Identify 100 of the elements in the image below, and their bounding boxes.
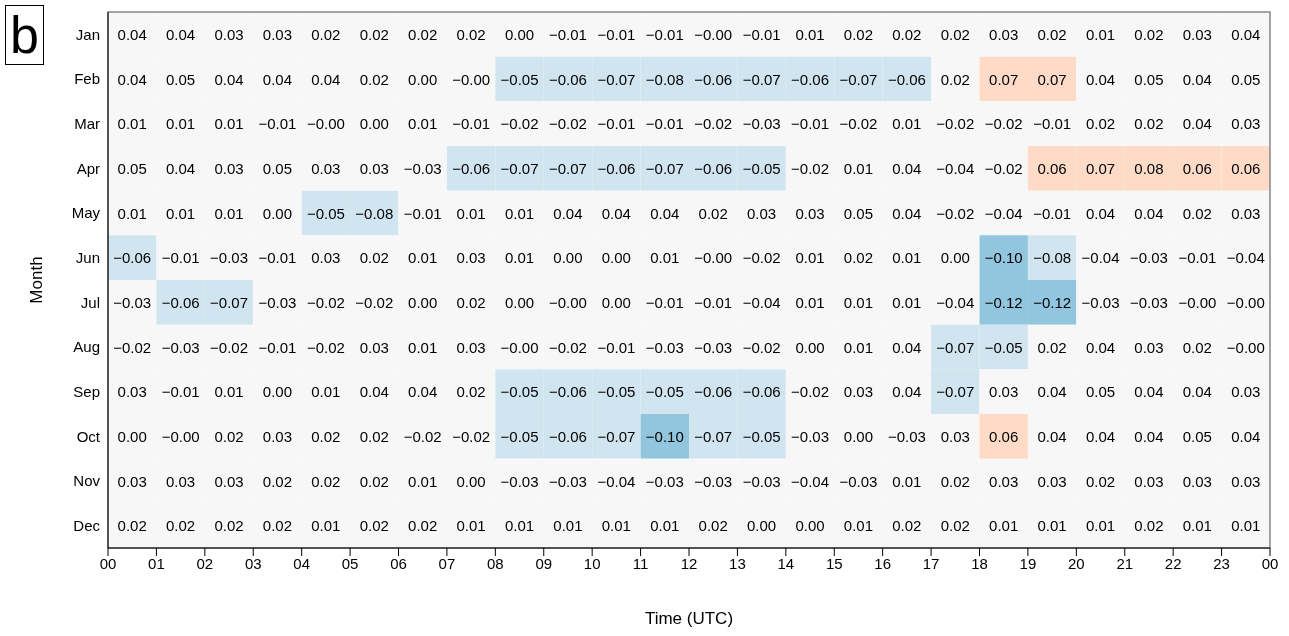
data-label: 0.01 [843,159,874,177]
data-label: 0.02 [166,517,196,535]
x-tick-label: 21 [1116,554,1134,572]
data-label: 0.03 [456,338,486,356]
data-label: 0.04 [553,204,583,222]
y-tick-label: Sep [73,382,100,400]
data-label: 0.00 [843,427,874,445]
data-label: 0.01 [408,249,438,267]
data-label: 0.01 [311,383,341,401]
data-label: 0.03 [747,204,777,222]
data-label: 0.00 [408,70,438,88]
data-label: −0.06 [161,293,200,311]
data-label: 0.05 [166,70,196,88]
data-label: 0.01 [456,517,486,535]
data-label: 0.02 [1134,517,1164,535]
data-label: 0.04 [1231,427,1261,445]
data-label: 0.03 [1231,383,1261,401]
data-label: 0.03 [989,472,1019,490]
data-label: 0.01 [408,472,438,490]
data-label: −0.01 [258,249,297,267]
data-label: −0.01 [597,25,636,43]
data-label: 0.00 [601,249,631,267]
data-label: −0.02 [936,204,975,222]
data-label: −0.02 [355,293,394,311]
data-label: −0.03 [210,249,249,267]
data-label: 0.03 [166,472,196,490]
data-label: 0.04 [1182,383,1212,401]
data-label: 0.01 [311,517,341,535]
y-tick-label: Jun [75,248,100,266]
data-label: −0.07 [936,383,975,401]
data-label: −0.05 [984,338,1023,356]
data-label: 0.03 [456,249,486,267]
data-label: −0.06 [548,70,587,88]
data-label: 0.02 [359,427,389,445]
data-label: 0.04 [1182,70,1212,88]
data-label: 0.02 [698,517,728,535]
data-label: 0.02 [456,293,486,311]
data-label: −0.07 [645,159,684,177]
data-label: 0.00 [553,249,583,267]
data-label: −0.01 [645,115,684,133]
x-tick-label: 11 [632,554,649,572]
data-label: 0.01 [504,517,535,535]
data-label: −0.02 [500,115,539,133]
data-label: 0.05 [262,159,293,177]
data-label: 0.03 [1134,472,1164,490]
data-label: 0.01 [1182,517,1212,535]
data-label: 0.04 [1134,204,1164,222]
data-label: −0.03 [645,472,684,490]
data-label: 0.01 [1085,25,1116,43]
data-label: 0.00 [262,383,293,401]
data-label: −0.04 [597,472,636,490]
data-label: −0.00 [500,338,539,356]
x-tick-label: 04 [293,554,311,572]
x-tick-label: 07 [438,554,456,572]
data-label: 0.02 [408,517,438,535]
data-label: 0.04 [408,383,438,401]
x-tick-label: 09 [535,554,553,572]
data-label: 0.04 [601,204,631,222]
data-label: 0.02 [214,427,244,445]
data-label: 0.02 [117,517,147,535]
data-label: 0.04 [892,383,922,401]
x-axis-title: Time (UTC) [644,609,734,628]
text: b [5,5,44,65]
data-label: 0.04 [892,338,922,356]
data-label: −0.01 [258,115,297,133]
data-label: 0.05 [1134,70,1164,88]
data-label: 0.05 [1085,383,1116,401]
data-label: 0.04 [650,204,680,222]
data-label: −0.02 [548,115,587,133]
data-label: −0.08 [355,204,394,222]
data-label: −0.00 [1178,293,1217,311]
data-label: 0.01 [843,338,874,356]
data-label: 0.02 [359,70,389,88]
data-label: 0.01 [601,517,631,535]
data-label: 0.03 [1231,472,1261,490]
data-label: −0.03 [548,472,587,490]
data-label: −0.03 [1129,293,1168,311]
y-tick-label: Feb [74,70,100,88]
data-label: −0.02 [548,338,587,356]
data-label: 0.01 [892,249,922,267]
data-label: −0.05 [500,383,539,401]
x-tick-label: 22 [1164,554,1182,572]
data-label: 0.05 [117,159,147,177]
data-label: −0.03 [742,115,781,133]
data-label: 0.03 [795,204,825,222]
data-label: −0.05 [500,427,539,445]
data-label: 0.00 [795,517,825,535]
x-tick-label: 05 [341,554,359,572]
data-label: 0.03 [1231,204,1261,222]
data-label: −0.04 [742,293,781,311]
data-label: −0.08 [1033,249,1072,267]
data-label: −0.01 [597,115,636,133]
data-label: −0.05 [500,70,539,88]
data-label: −0.01 [1033,204,1072,222]
data-label: −0.06 [597,159,636,177]
data-label: −0.01 [645,25,684,43]
data-label: −0.01 [258,338,297,356]
data-label: −0.02 [210,338,249,356]
x-tick-label: 02 [196,554,214,572]
data-label: −0.04 [1081,249,1120,267]
